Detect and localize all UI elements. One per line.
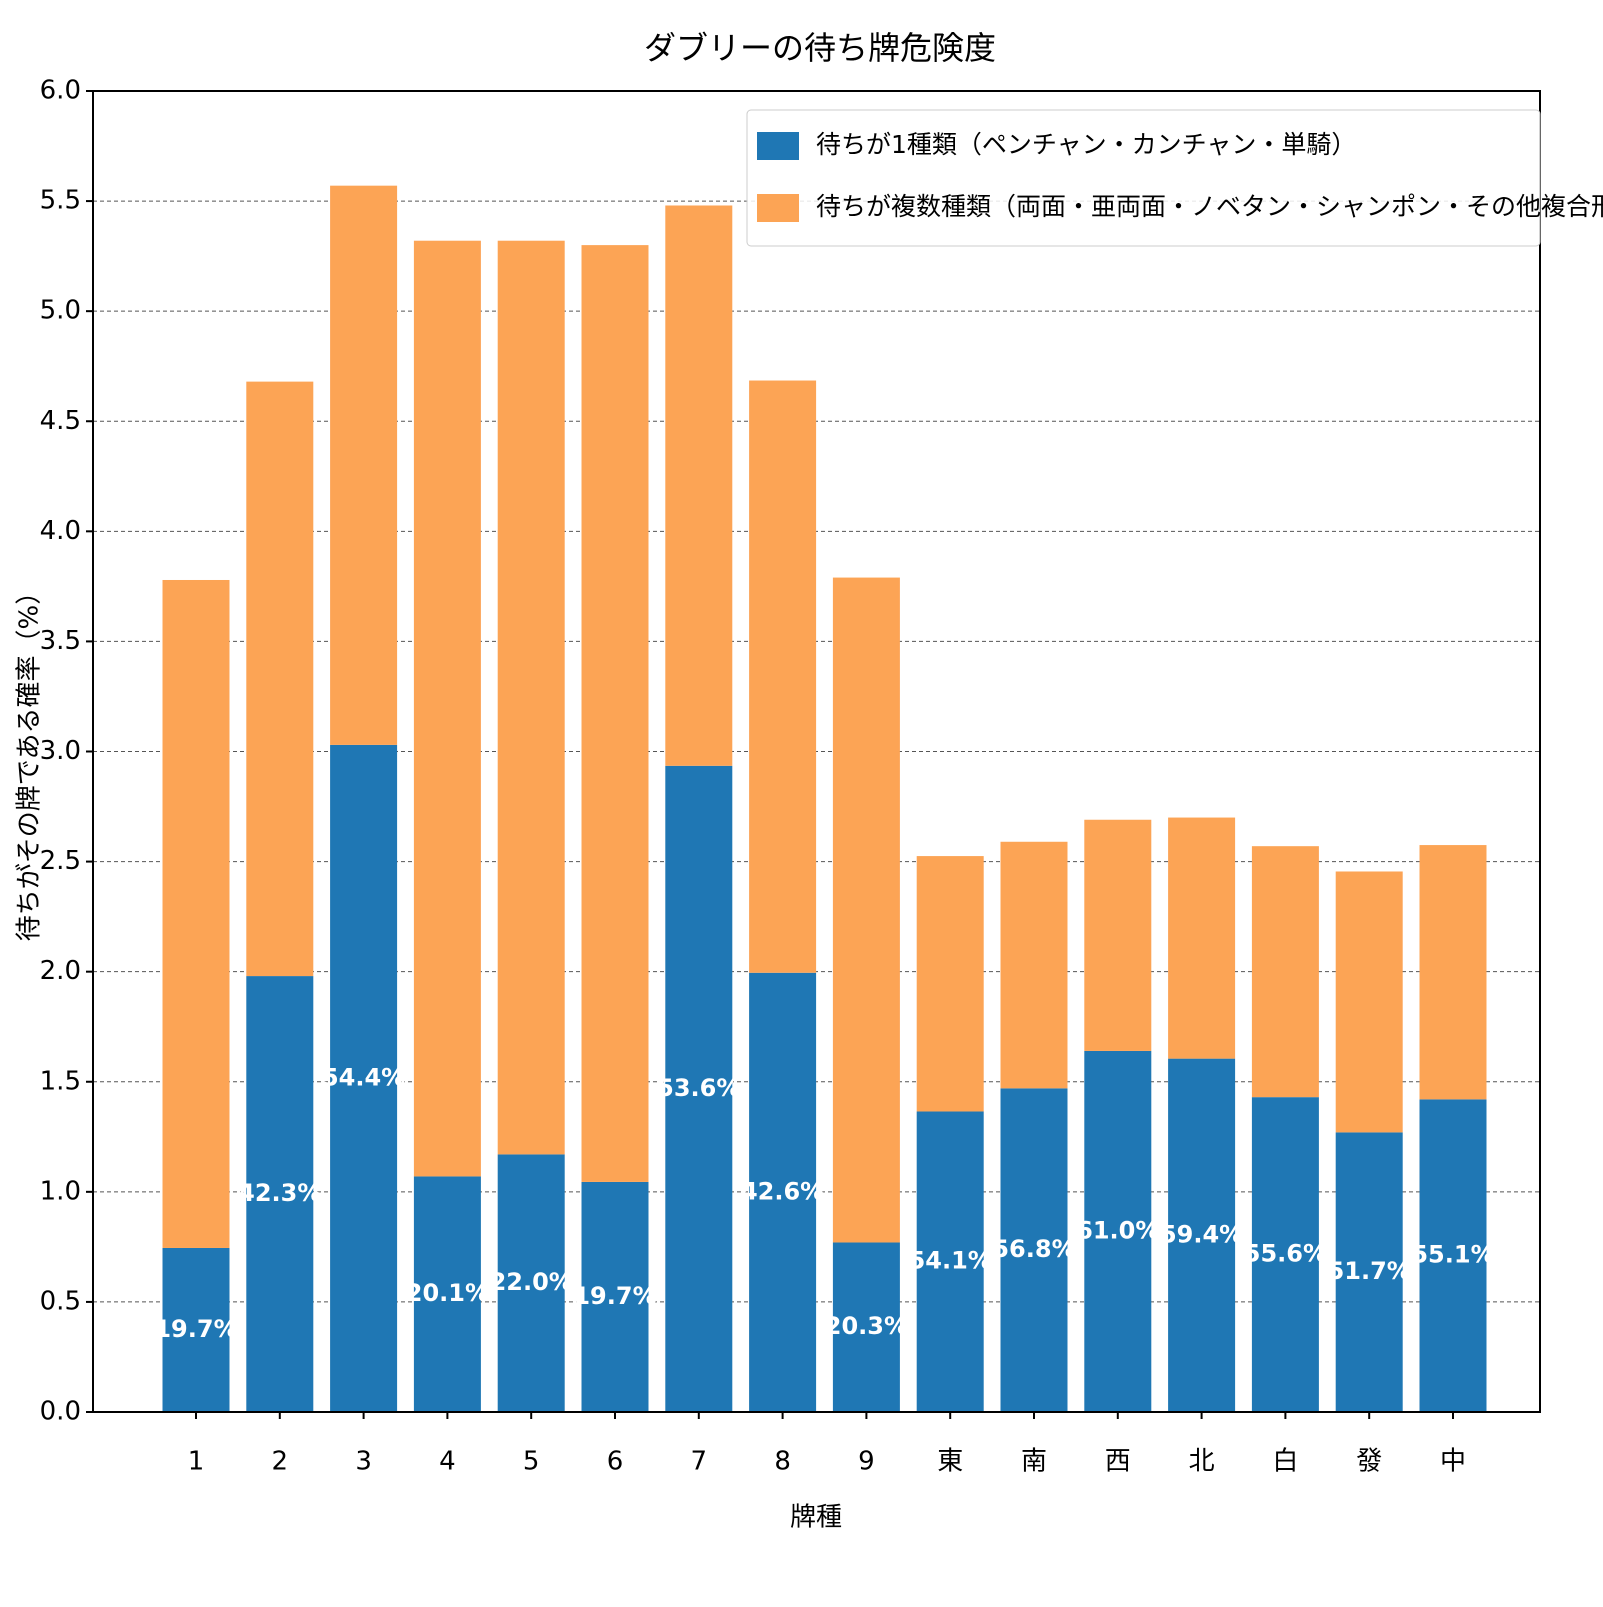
bar-segment xyxy=(330,185,398,745)
plot-frame xyxy=(92,90,1541,1413)
bar-segment xyxy=(1000,841,1068,1089)
legend-label: 待ちが1種類（ペンチャン・カンチャン・単騎） xyxy=(816,130,1356,159)
bar-segment xyxy=(1335,1132,1403,1412)
plot-area: 0.0 0.5 1.0 1.5 2.0 2.5 3.0 3.5 4.0 4.5 5.0 5.5 6.0 1… xyxy=(40,76,1540,1477)
bar-segment xyxy=(665,765,733,1412)
bar-segment xyxy=(1335,871,1403,1133)
x-tick-label: 7 xyxy=(691,1447,708,1477)
bar-segment xyxy=(1168,817,1236,1059)
y-tick-label: 4.5 xyxy=(40,406,81,436)
bar-segment xyxy=(1419,845,1487,1100)
x-tick-label: 西 xyxy=(1105,1447,1131,1477)
x-tick-label: 中 xyxy=(1440,1447,1466,1477)
share-label: 59.4% xyxy=(1160,1220,1243,1248)
legend: 待ちが1種類（ペンチャン・カンチャン・単騎） 待ちが複数種類（両面・亜両面・ノベタ… xyxy=(746,109,1603,247)
bar-segment xyxy=(1251,1097,1319,1412)
y-tick-label: 5.0 xyxy=(40,296,81,326)
y-tick-label: 2.0 xyxy=(40,956,81,986)
bar-segment xyxy=(581,1181,649,1412)
y-tick-label: 3.5 xyxy=(40,626,81,656)
y-tick-label: 0.0 xyxy=(40,1397,81,1427)
x-tick-label: 3 xyxy=(355,1447,372,1477)
share-label: 42.3% xyxy=(238,1179,321,1207)
bar-segment xyxy=(162,579,230,1248)
bar-segment xyxy=(832,1242,900,1412)
x-tick-label: 6 xyxy=(607,1447,624,1477)
bar-segment xyxy=(1251,846,1319,1098)
y-tick-label: 0.5 xyxy=(40,1286,81,1316)
bar-segment xyxy=(497,240,565,1155)
bar-segment xyxy=(665,205,733,766)
share-label: 42.6% xyxy=(741,1177,824,1205)
share-label: 55.1% xyxy=(1411,1241,1494,1269)
bar-segment xyxy=(916,856,984,1112)
bar-segment xyxy=(246,381,314,977)
x-tick-label: 9 xyxy=(858,1447,875,1477)
y-axis-label: 待ちがその牌である確率（%） xyxy=(15,579,45,941)
share-label: 56.8% xyxy=(992,1235,1075,1263)
bar-segment xyxy=(1084,819,1152,1051)
bar-segment xyxy=(246,976,314,1412)
bar-segment xyxy=(749,972,817,1412)
x-tick-label: 1 xyxy=(188,1447,205,1477)
bar-segment xyxy=(749,380,817,973)
y-tick-label: 4.0 xyxy=(40,516,81,546)
x-tick-label: 白 xyxy=(1272,1447,1298,1477)
bar-segment xyxy=(162,1247,230,1412)
share-label: 20.3% xyxy=(825,1312,908,1340)
x-tick-label: 發 xyxy=(1356,1447,1382,1477)
share-label: 61.0% xyxy=(1076,1216,1159,1244)
x-tick-label: 北 xyxy=(1189,1447,1215,1477)
x-tick-label: 5 xyxy=(523,1447,540,1477)
y-tick-label: 5.5 xyxy=(40,186,81,216)
y-tick-label: 1.5 xyxy=(40,1066,81,1096)
x-axis-label: 牌種 xyxy=(790,1503,842,1533)
y-tick-label: 6.0 xyxy=(40,76,81,106)
share-label: 19.7% xyxy=(154,1315,237,1343)
bar-segment xyxy=(413,240,481,1177)
y-tick-label: 2.5 xyxy=(40,846,81,876)
bar-segment xyxy=(832,577,900,1243)
bar-segment xyxy=(330,744,398,1412)
legend-box xyxy=(746,109,1541,247)
share-label: 54.1% xyxy=(909,1247,992,1275)
share-label: 20.1% xyxy=(406,1279,489,1307)
chart-title: ダブリーの待ち牌危険度 xyxy=(644,29,996,67)
bar-segment xyxy=(1168,1058,1236,1412)
bar-segment xyxy=(413,1176,481,1412)
y-tick-label: 3.0 xyxy=(40,736,81,766)
share-label: 54.4% xyxy=(322,1063,405,1091)
bar-segment xyxy=(1084,1050,1152,1412)
y-tick-label: 1.0 xyxy=(40,1176,81,1206)
bar-segment xyxy=(1000,1088,1068,1412)
x-tick-label: 8 xyxy=(774,1447,791,1477)
x-tick-label: 2 xyxy=(272,1447,289,1477)
bar-segment xyxy=(497,1154,565,1412)
share-label: 22.0% xyxy=(490,1268,573,1296)
x-tick-label: 南 xyxy=(1021,1447,1047,1477)
bar-segment xyxy=(1419,1099,1487,1412)
legend-swatch xyxy=(757,194,799,222)
share-label: 53.6% xyxy=(657,1074,740,1102)
legend-label: 待ちが複数種類（両面・亜両面・ノベタン・シャンポン・その他複合形） xyxy=(816,192,1603,221)
x-tick-label: 東 xyxy=(937,1447,963,1477)
bar-segment xyxy=(581,245,649,1182)
share-label: 55.6% xyxy=(1244,1240,1327,1268)
legend-swatch xyxy=(757,132,799,160)
share-label: 51.7% xyxy=(1328,1257,1411,1285)
x-tick-label: 4 xyxy=(439,1447,456,1477)
share-label: 19.7% xyxy=(573,1282,656,1310)
bar-segment xyxy=(916,1111,984,1412)
